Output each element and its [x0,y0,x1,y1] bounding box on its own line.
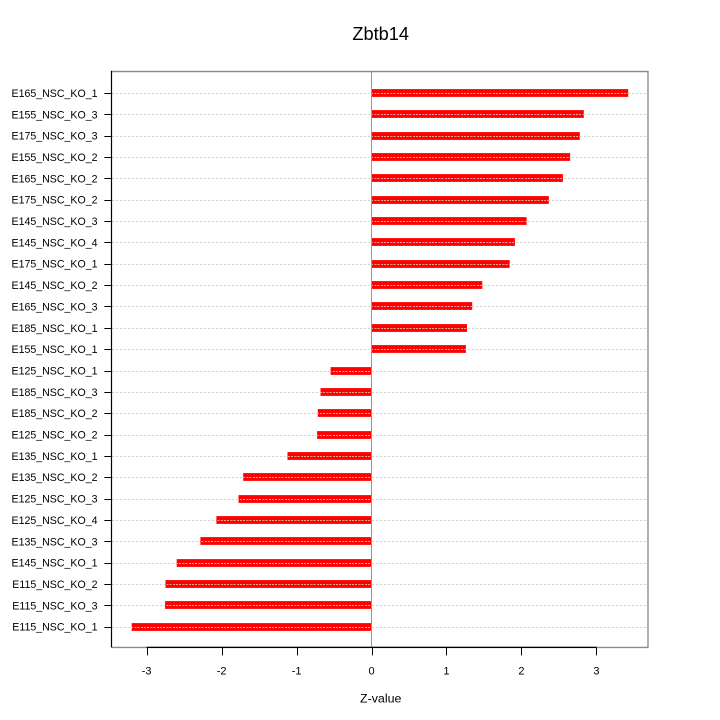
svg-text:E125_NSC_KO_4: E125_NSC_KO_4 [12,515,98,527]
svg-text:E115_NSC_KO_2: E115_NSC_KO_2 [12,579,97,591]
svg-text:Z-value: Z-value [360,691,401,705]
svg-text:E135_NSC_KO_1: E135_NSC_KO_1 [12,451,98,463]
svg-text:E155_NSC_KO_3: E155_NSC_KO_3 [12,109,98,121]
svg-text:E115_NSC_KO_3: E115_NSC_KO_3 [12,600,97,612]
svg-text:0: 0 [368,665,374,677]
svg-text:-2: -2 [217,665,227,677]
svg-text:Zbtb14: Zbtb14 [352,24,409,44]
svg-text:3: 3 [593,665,599,677]
svg-text:E135_NSC_KO_3: E135_NSC_KO_3 [12,536,98,548]
svg-text:E135_NSC_KO_2: E135_NSC_KO_2 [12,472,98,484]
svg-text:1: 1 [443,665,449,677]
svg-text:E145_NSC_KO_2: E145_NSC_KO_2 [12,280,98,292]
svg-text:E165_NSC_KO_1: E165_NSC_KO_1 [12,88,98,100]
svg-text:E175_NSC_KO_1: E175_NSC_KO_1 [12,259,98,271]
svg-text:E125_NSC_KO_3: E125_NSC_KO_3 [12,494,98,506]
svg-text:E145_NSC_KO_4: E145_NSC_KO_4 [12,237,98,249]
svg-text:E175_NSC_KO_3: E175_NSC_KO_3 [12,131,98,143]
svg-text:E185_NSC_KO_3: E185_NSC_KO_3 [12,387,98,399]
svg-text:E165_NSC_KO_3: E165_NSC_KO_3 [12,301,98,313]
svg-text:E125_NSC_KO_1: E125_NSC_KO_1 [12,365,98,377]
svg-text:E155_NSC_KO_2: E155_NSC_KO_2 [12,152,98,164]
svg-text:E145_NSC_KO_1: E145_NSC_KO_1 [12,558,98,570]
svg-text:E145_NSC_KO_3: E145_NSC_KO_3 [12,216,98,228]
svg-text:-3: -3 [142,665,152,677]
svg-text:2: 2 [518,665,524,677]
svg-text:E185_NSC_KO_2: E185_NSC_KO_2 [12,408,98,420]
svg-text:E115_NSC_KO_1: E115_NSC_KO_1 [12,622,97,634]
svg-text:E125_NSC_KO_2: E125_NSC_KO_2 [12,430,98,442]
svg-text:-1: -1 [292,665,302,677]
svg-text:E165_NSC_KO_2: E165_NSC_KO_2 [12,173,98,185]
svg-text:E185_NSC_KO_1: E185_NSC_KO_1 [12,323,98,335]
svg-text:E155_NSC_KO_1: E155_NSC_KO_1 [12,344,98,356]
svg-text:E175_NSC_KO_2: E175_NSC_KO_2 [12,195,98,207]
